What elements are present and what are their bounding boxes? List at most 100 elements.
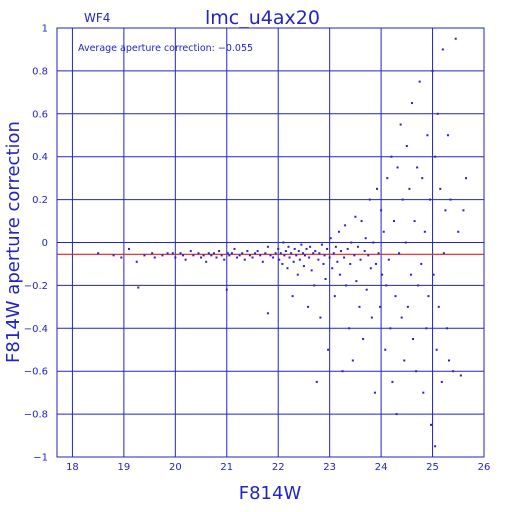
data-point [243, 258, 246, 261]
x-tick-label: 19 [118, 462, 131, 473]
data-point [365, 288, 368, 291]
data-point [381, 273, 384, 276]
data-point [373, 391, 376, 394]
data-point [440, 380, 443, 383]
data-point [97, 252, 100, 255]
data-point [431, 69, 434, 72]
data-point [288, 256, 291, 259]
data-point [254, 252, 257, 255]
data-point [341, 370, 344, 373]
data-point [423, 230, 426, 233]
data-point [310, 269, 313, 272]
data-point [233, 247, 236, 250]
data-point [246, 250, 249, 253]
data-point [400, 316, 403, 319]
data-point [437, 305, 440, 308]
data-point [328, 256, 331, 259]
data-point [370, 316, 373, 319]
data-point [369, 267, 372, 270]
data-point [215, 256, 218, 259]
x-tick-label: 21 [220, 462, 233, 473]
data-point [434, 155, 437, 158]
data-point [379, 305, 382, 308]
data-point [409, 273, 412, 276]
x-tick-label: 22 [272, 462, 285, 473]
data-point [444, 209, 447, 212]
data-point [207, 252, 210, 255]
data-point [282, 241, 285, 244]
data-point [290, 252, 293, 255]
data-point [303, 254, 306, 257]
data-point [318, 252, 321, 255]
data-point [339, 250, 342, 253]
x-tick-label: 26 [478, 462, 491, 473]
data-point [120, 256, 123, 259]
data-point [218, 250, 221, 253]
data-point [422, 391, 425, 394]
data-point [418, 80, 421, 83]
x-tick-labels: 18 19 20 21 22 23 24 25 26 [66, 462, 490, 473]
data-point [323, 254, 326, 257]
data-point [337, 230, 340, 233]
data-point [430, 423, 433, 426]
data-point [392, 220, 395, 223]
y-tick-label: 0.8 [32, 66, 48, 77]
data-point [192, 254, 195, 257]
data-point [256, 250, 259, 253]
data-point [295, 254, 298, 257]
data-point [360, 220, 363, 223]
data-point [261, 260, 264, 263]
data-point [331, 267, 334, 270]
x-tick-label: 23 [323, 462, 336, 473]
data-point [128, 247, 131, 250]
data-point [266, 312, 269, 315]
data-point [212, 252, 215, 255]
y-tick-label: 0.6 [32, 109, 48, 120]
data-point [286, 267, 289, 270]
y-tick-label: −1 [33, 453, 48, 464]
data-point [344, 224, 347, 227]
data-point [291, 295, 294, 298]
data-point [390, 155, 393, 158]
data-point [202, 254, 205, 257]
data-point [189, 250, 192, 253]
data-point [375, 187, 378, 190]
data-point [324, 277, 327, 280]
data-point [382, 230, 385, 233]
data-point [406, 305, 409, 308]
data-point [238, 254, 241, 257]
data-point [112, 254, 115, 257]
data-point [143, 254, 146, 257]
data-point [391, 380, 394, 383]
data-point [415, 370, 418, 373]
x-tick-label: 25 [426, 462, 439, 473]
data-point [384, 348, 387, 351]
data-point [329, 237, 332, 240]
data-point [389, 327, 392, 330]
data-point [449, 198, 452, 201]
data-point [359, 258, 362, 261]
data-point [416, 166, 419, 169]
data-point [394, 295, 397, 298]
data-point [464, 177, 467, 180]
data-point [314, 250, 317, 253]
data-point [298, 258, 301, 261]
data-point [174, 256, 177, 259]
data-point [434, 445, 437, 448]
data-point [287, 245, 290, 248]
data-point [358, 305, 361, 308]
data-point [220, 254, 223, 257]
data-point [269, 254, 272, 257]
data-point [354, 215, 357, 218]
data-point [372, 241, 375, 244]
data-point [322, 262, 325, 265]
data-point [362, 338, 365, 341]
data-point [364, 237, 367, 240]
data-point [293, 247, 296, 250]
data-point [182, 254, 185, 257]
chart-title: lmc_u4ax20 [205, 7, 320, 29]
data-point [448, 359, 451, 362]
data-point [313, 284, 316, 287]
data-point [278, 258, 281, 261]
